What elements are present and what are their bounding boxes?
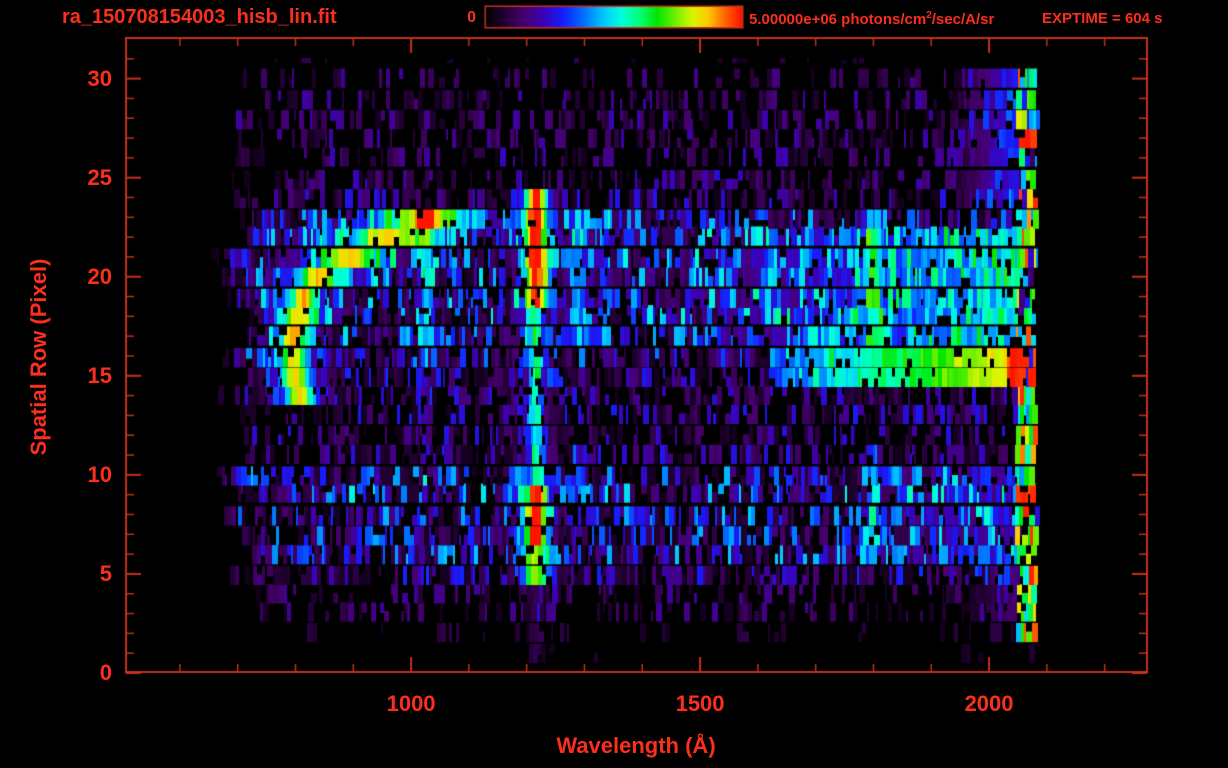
x-tick-label: 1000 <box>386 691 436 716</box>
y-tick-label: 5 <box>99 560 112 586</box>
y-tick-label: 20 <box>87 263 112 289</box>
y-tick-label: 30 <box>87 65 112 91</box>
x-tick-label: 1500 <box>675 691 725 716</box>
x-tick-label: 2000 <box>964 691 1014 716</box>
colorbar-max-label: 5.00000e+06 photons/cm2/sec/A/sr <box>749 10 994 28</box>
flux-value-units: 5.00000e+06 photons/cm <box>749 11 927 28</box>
exposure-time-label: EXPTIME = 604 s <box>1042 10 1163 27</box>
flux-units-exponent: 2 <box>926 10 932 21</box>
flux-units-suffix: /sec/A/sr <box>931 11 995 28</box>
colorbar-min-label: 0 <box>467 9 476 26</box>
y-tick-label: 25 <box>87 164 112 190</box>
y-axis-title: Spatial Row (Pixel) <box>26 258 51 456</box>
file-title: ra_150708154003_hisb_lin.fit <box>62 6 337 28</box>
y-tick-label: 15 <box>87 362 112 388</box>
y-tick-label: 10 <box>87 461 112 487</box>
x-axis-title: Wavelength (Å) <box>556 733 716 758</box>
y-tick-label: 0 <box>99 660 112 685</box>
